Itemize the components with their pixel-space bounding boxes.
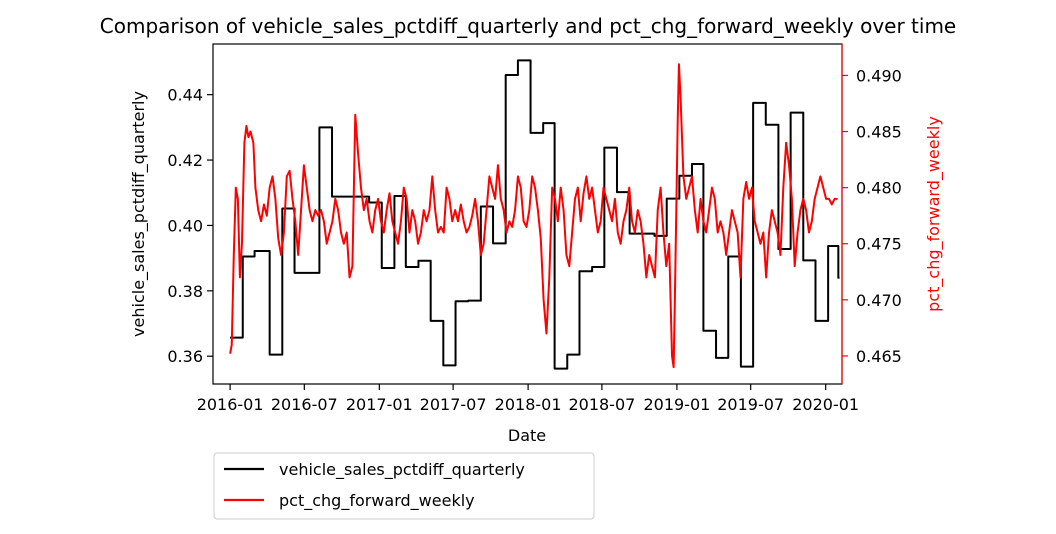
right-y-tick-label: 0.480 xyxy=(856,179,902,198)
x-axis-label: Date xyxy=(508,426,546,445)
series-line-vehicle-sales xyxy=(230,59,840,370)
x-tick-label: 2018-01 xyxy=(495,395,562,414)
x-tick-label: 2019-01 xyxy=(643,395,710,414)
chart-title: Comparison of vehicle_sales_pctdiff_quar… xyxy=(100,14,956,38)
legend-label-pct-chg: pct_chg_forward_weekly xyxy=(279,491,475,511)
x-tick-label: 2020-01 xyxy=(792,395,859,414)
x-tick-label: 2019-07 xyxy=(717,395,784,414)
legend: vehicle_sales_pctdiff_quarterly pct_chg_… xyxy=(213,452,595,520)
left-y-tick-label: 0.40 xyxy=(167,216,203,235)
x-tick-label: 2016-07 xyxy=(271,395,338,414)
right-y-tick-label: 0.465 xyxy=(856,347,902,366)
x-axis: 2016-01 2016-07 2017-01 2017-07 2018-01 2018-… xyxy=(197,384,859,414)
x-tick-label: 2017-07 xyxy=(420,395,487,414)
series-line-pct-chg xyxy=(229,63,838,369)
left-y-tick-label: 0.36 xyxy=(167,347,203,366)
legend-label-vehicle-sales: vehicle_sales_pctdiff_quarterly xyxy=(279,460,525,480)
left-y-tick-label: 0.44 xyxy=(167,86,203,105)
x-tick-label: 2018-07 xyxy=(568,395,635,414)
right-y-tick-label: 0.475 xyxy=(856,235,902,254)
left-y-axis: 0.36 0.38 0.40 0.42 0.44 xyxy=(167,86,213,366)
right-y-tick-label: 0.485 xyxy=(856,123,902,142)
plot-frame xyxy=(212,43,843,385)
x-tick-label: 2016-01 xyxy=(197,395,264,414)
right-y-tick-label: 0.470 xyxy=(856,291,902,310)
plot-area xyxy=(229,59,840,370)
legend-box xyxy=(213,452,595,520)
right-y-tick-label: 0.490 xyxy=(856,66,902,85)
left-y-axis-label: vehicle_sales_pctdiff_quarterly xyxy=(129,91,149,337)
x-tick-label: 2017-01 xyxy=(346,395,413,414)
left-y-tick-label: 0.38 xyxy=(167,282,203,301)
left-y-tick-label: 0.42 xyxy=(167,151,203,170)
right-y-axis: 0.465 0.470 0.475 0.480 0.485 0.490 xyxy=(842,66,902,366)
right-y-axis-label: pct_chg_forward_weekly xyxy=(924,116,944,312)
